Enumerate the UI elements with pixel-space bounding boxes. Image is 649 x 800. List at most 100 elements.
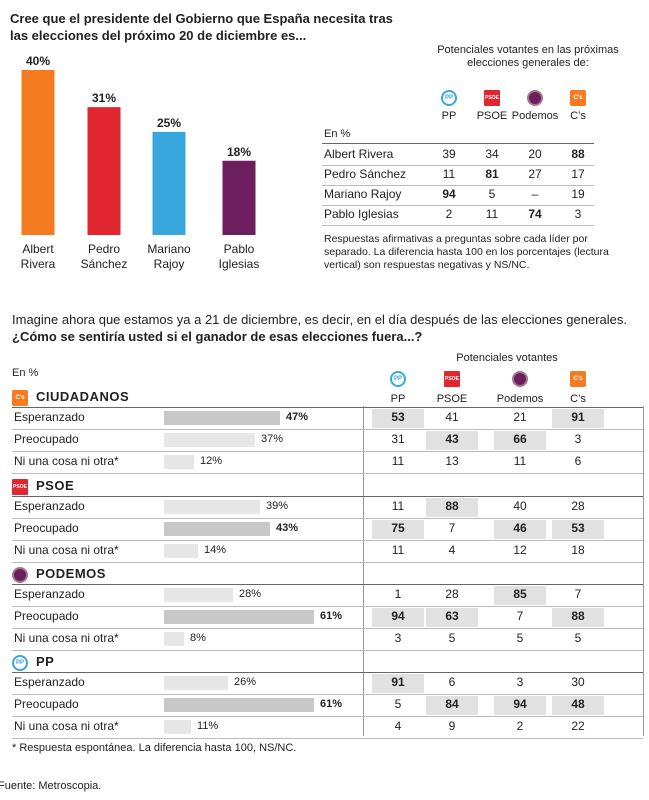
table-divider-left (363, 406, 364, 736)
voter-cell: 18 (571, 543, 585, 557)
voter-cell: 11 (391, 454, 405, 468)
row-rule (322, 205, 594, 206)
sentiment-pct: 37% (261, 433, 284, 445)
sentiment-pct: 47% (286, 411, 309, 423)
voter-cell: 41 (445, 410, 459, 424)
sentiment-label: Ni una cosa ni otra* (14, 543, 119, 557)
sentiment-pct: 8% (190, 632, 206, 644)
top-col-header: C’s (570, 110, 586, 122)
voter-cell: 66 (513, 432, 527, 446)
sentiment-bar (164, 433, 255, 447)
section-title: PODEMOS (36, 566, 106, 581)
cell-highlight (494, 696, 546, 715)
sentiment-label: Esperanzado (14, 410, 85, 424)
sentiment-bar (164, 455, 194, 469)
cell-highlight (372, 520, 424, 539)
bar-category-label: Rivera (21, 257, 56, 271)
voter-cell: 91 (571, 410, 585, 424)
top-question-title: Cree que el presidente del Gobierno que … (10, 11, 393, 43)
voter-cell: 84 (445, 697, 459, 711)
sentiment-label: Esperanzado (14, 499, 85, 513)
sentiment-label: Preocupado (14, 697, 79, 711)
bar-category-label: Iglesias (219, 257, 260, 271)
bar-value-label: 31% (92, 91, 116, 105)
section-rule (363, 407, 643, 408)
sentiment-label: Esperanzado (14, 675, 85, 689)
bottom-table-header: Potenciales votantes (456, 352, 558, 364)
voter-cell: 28 (571, 499, 585, 513)
sentiment-label: Ni una cosa ni otra* (14, 719, 119, 733)
bottom-question: Imagine ahora que estamos ya a 21 de dic… (12, 311, 632, 345)
voter-cell: 3 (394, 631, 402, 645)
voter-cell: 43 (445, 432, 459, 446)
cell-highlight (494, 586, 546, 605)
cell-highlight (494, 431, 546, 450)
section-title: PSOE (36, 478, 75, 493)
top-unit-label: En % (324, 128, 351, 140)
voter-cell: 94 (391, 609, 405, 623)
bottom-col-header: C’s (570, 393, 586, 405)
voter-cell: 3 (574, 432, 582, 446)
voter-cell: 5 (394, 697, 402, 711)
sentiment-bar (164, 522, 270, 536)
voter-cell: 6 (574, 454, 582, 468)
sentiment-pct: 11% (197, 720, 219, 732)
leader-cell: 20 (528, 147, 542, 161)
bar-value-label: 40% (26, 54, 50, 68)
row-rule (12, 716, 643, 717)
voter-cell: 9 (448, 719, 456, 733)
cell-highlight (552, 409, 604, 428)
voter-cell: 7 (516, 609, 524, 623)
sentiment-label: Ni una cosa ni otra* (14, 454, 119, 468)
leader-cell: 39 (442, 147, 456, 161)
voter-cell: 31 (391, 432, 405, 446)
cell-highlight (372, 409, 424, 428)
bar-3 (222, 160, 256, 235)
voter-cell: 4 (394, 719, 402, 733)
table-rule (322, 143, 594, 144)
row-rule (12, 738, 643, 739)
voter-cell: 88 (445, 499, 459, 513)
sentiment-pct: 28% (239, 588, 262, 600)
section-rule (12, 407, 364, 408)
bottom-question-bold: ¿Cómo se sentiría usted si el ganador de… (12, 329, 423, 344)
section-pod-logo-icon (12, 567, 28, 583)
top-col-header: Podemos (511, 110, 559, 122)
sentiment-pct: 12% (200, 455, 223, 467)
voter-cell: 5 (516, 631, 524, 645)
voter-cell: 48 (571, 697, 585, 711)
bar-0 (21, 70, 55, 235)
leader-cell: – (531, 187, 539, 201)
sentiment-pct: 61% (320, 698, 343, 710)
voter-cell: 40 (513, 499, 527, 513)
sentiment-bar (164, 588, 233, 602)
row-rule (12, 606, 643, 607)
bottom-question-plain: Imagine ahora que estamos ya a 21 de dic… (12, 312, 627, 327)
voter-cell: 6 (448, 675, 456, 689)
leader-cell: 88 (571, 147, 585, 161)
section-rule (12, 584, 364, 585)
cell-highlight (372, 674, 424, 693)
pod-logo-icon (527, 90, 543, 106)
sentiment-pct: 61% (320, 610, 343, 622)
row-rule (12, 694, 643, 695)
voter-cell: 3 (516, 675, 524, 689)
sentiment-bar (164, 676, 228, 690)
cell-highlight (494, 520, 546, 539)
section-cs-logo-icon: C’s (12, 390, 28, 406)
leader-cell: 11 (442, 167, 456, 181)
voter-cell: 94 (513, 697, 527, 711)
bar-value-label: 25% (157, 116, 181, 130)
row-rule (12, 451, 643, 452)
leader-name: Albert Rivera (324, 147, 394, 161)
voter-cell: 11 (513, 454, 527, 468)
bar-category-label: Albert (22, 242, 54, 256)
cell-highlight (426, 431, 478, 450)
sentiment-bar (164, 610, 314, 624)
leader-cell: 34 (485, 147, 499, 161)
section-rule (12, 672, 364, 673)
cell-highlight (426, 608, 478, 627)
leader-cell: 3 (574, 207, 582, 221)
bar-category-label: Pablo (224, 242, 255, 256)
